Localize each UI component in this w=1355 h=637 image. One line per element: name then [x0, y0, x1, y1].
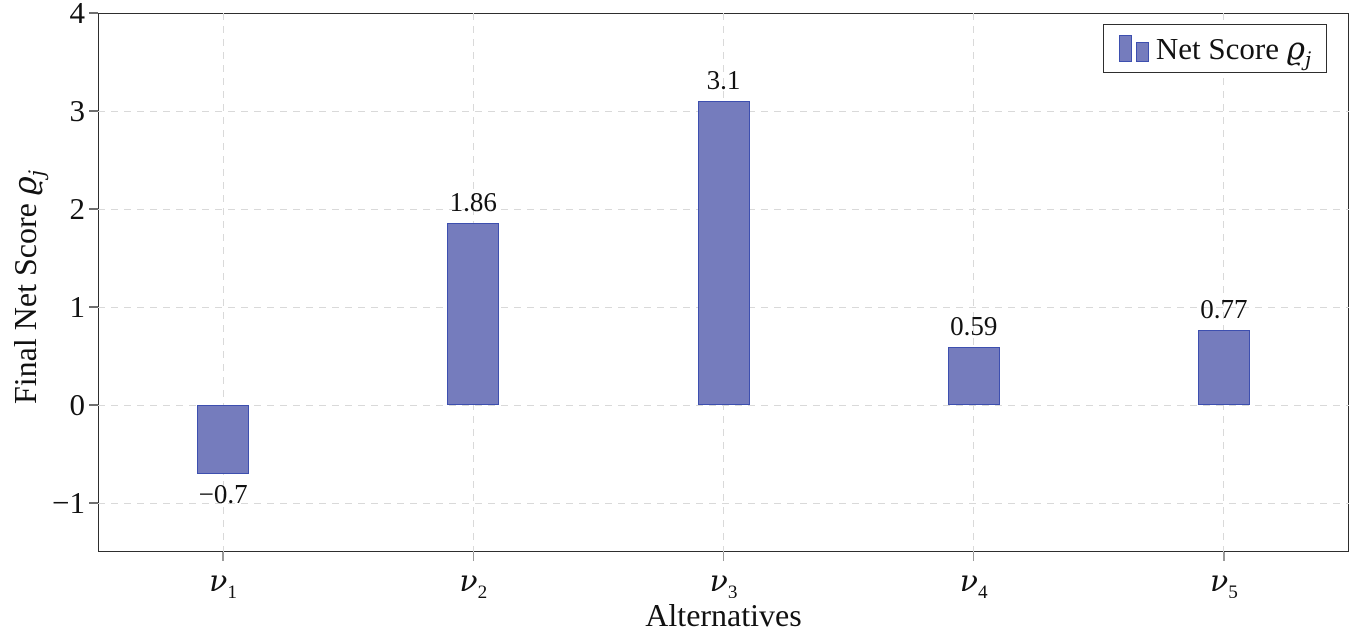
legend-bar-swatch-icon — [1118, 35, 1149, 62]
gridline-vertical — [973, 13, 975, 552]
gridline-vertical — [1223, 13, 1225, 552]
x-tick-mark — [472, 552, 475, 561]
bar-2 — [447, 222, 500, 405]
legend-label: Net Score ϱj — [1155, 30, 1311, 70]
bar-value-label-3: 3.1 — [706, 65, 741, 96]
legend-label-text: Net Score — [1155, 30, 1287, 66]
y-tick-label: 2 — [69, 191, 86, 226]
varrho-subscript: j — [1304, 47, 1312, 71]
nu-symbol: ν — [959, 564, 979, 599]
y-tick-label: 0 — [69, 387, 86, 422]
x-tick-mark — [722, 552, 725, 561]
x-category-label-5: ν5 — [1209, 564, 1238, 603]
y-tick-mark — [89, 306, 98, 308]
bar-5 — [1197, 329, 1250, 405]
legend: Net Score ϱj — [1103, 24, 1327, 73]
bar-3 — [697, 101, 750, 405]
y-tick-mark — [89, 110, 98, 112]
x-category-label-3: ν3 — [709, 564, 738, 603]
x-category-label-1: ν1 — [209, 564, 237, 603]
bar-value-label-5: 0.77 — [1200, 293, 1248, 324]
x-category-label-2: ν2 — [459, 564, 487, 603]
y-tick-label: 4 — [69, 0, 86, 30]
bar-swatch-icon — [1118, 35, 1132, 62]
y-tick-label: 1 — [69, 289, 86, 324]
nu-subscript: 4 — [978, 582, 988, 603]
y-tick-mark — [89, 208, 98, 210]
nu-subscript: 3 — [727, 582, 738, 603]
varrho-subscript: j — [24, 169, 49, 177]
nu-symbol: ν — [709, 564, 728, 599]
plot-area: −0.7 1.86 3.1 0.59 0.77 — [98, 13, 1349, 552]
x-axis-title: Alternatives — [645, 597, 802, 633]
nu-subscript: 5 — [1228, 582, 1238, 603]
varrho-symbol: ϱ — [1286, 30, 1305, 67]
bar-value-label-1: −0.7 — [198, 478, 248, 509]
x-tick-mark — [222, 552, 224, 561]
gridline-vertical — [222, 13, 224, 552]
bar-swatch-icon — [1135, 42, 1149, 62]
bar-value-label-2: 1.86 — [449, 186, 497, 217]
bar-4 — [947, 347, 1000, 405]
x-tick-mark — [1223, 552, 1225, 561]
y-tick-mark — [89, 502, 98, 504]
y-tick-mark — [89, 12, 98, 14]
bar-value-label-4: 0.59 — [950, 311, 998, 342]
nu-symbol: ν — [209, 564, 228, 599]
y-tick-label: 3 — [69, 93, 86, 128]
nu-subscript: 2 — [477, 582, 488, 603]
nu-subscript: 1 — [227, 582, 238, 603]
x-tick-mark — [972, 552, 975, 561]
y-tick-mark — [89, 404, 98, 406]
x-category-label-4: ν4 — [959, 564, 988, 603]
nu-symbol: ν — [1209, 564, 1229, 599]
bar-1 — [197, 405, 250, 474]
nu-symbol: ν — [459, 564, 478, 599]
y-tick-label: −1 — [52, 485, 85, 520]
